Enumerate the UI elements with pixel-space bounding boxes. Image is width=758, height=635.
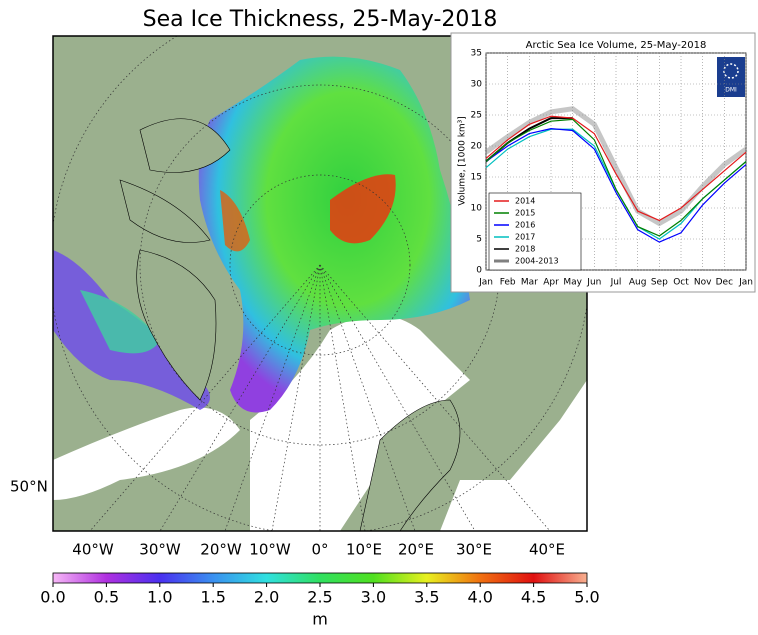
longitude-label: 10°E [346, 541, 382, 559]
colorbar-tick-label: 2.5 [307, 588, 332, 607]
colorbar-tick-label: 1.5 [200, 588, 225, 607]
x-tick-label: Apr [543, 278, 559, 288]
logo-text: DMI [725, 87, 737, 94]
colorbar-tick-label: 3.5 [414, 588, 439, 607]
y-tick-label: 25 [471, 111, 482, 121]
graticule [53, 36, 587, 531]
x-tick-label: Feb [500, 278, 516, 288]
thick-ice [220, 190, 250, 252]
longitude-label: 20°E [398, 541, 434, 559]
x-tick-label: Jun [586, 278, 601, 288]
longitude-label: 40°E [529, 541, 565, 559]
longitude-label: 0° [311, 541, 328, 559]
colorbar-tick-label: 0.0 [40, 588, 65, 607]
ocean [250, 315, 587, 531]
legend-label: 2017 [515, 233, 535, 242]
x-tick-label: May [563, 278, 582, 288]
x-tick-label: Oct [673, 278, 689, 288]
y-tick-label: 5 [476, 235, 482, 245]
legend-label: 2014 [515, 197, 535, 206]
land [119, 118, 231, 243]
map-title: Sea Ice Thickness, 25-May-2018 [143, 7, 498, 32]
y-tick-label: 0 [476, 266, 482, 276]
y-tick-label: 15 [471, 173, 482, 183]
x-tick-label: Aug [629, 278, 647, 288]
sea-ice [80, 290, 160, 354]
thick-ice [330, 174, 396, 244]
legend-label: 2016 [515, 221, 535, 230]
legend-label: 2004-2013 [515, 257, 559, 266]
legend-box [488, 192, 582, 271]
inset-title: Arctic Sea Ice Volume, 25-May-2018 [526, 40, 707, 51]
y-tick-label: 30 [471, 80, 483, 90]
colorbar-tick-label: 5.0 [574, 588, 599, 607]
x-tick-label: Mar [521, 278, 538, 288]
legend-label: 2015 [515, 209, 535, 218]
legend-label: 2018 [515, 245, 535, 254]
x-tick-label: Jan [738, 278, 753, 288]
x-tick-label: Dec [716, 278, 733, 288]
logo-mark [723, 63, 739, 79]
ocean [53, 407, 240, 500]
colorbar-tick-label: 2.0 [254, 588, 279, 607]
y-tick-label: 10 [471, 204, 483, 214]
colorbar-tick-label: 0.5 [94, 588, 119, 607]
x-tick-label: Nov [694, 278, 712, 288]
longitude-label: 10°W [249, 541, 291, 559]
y-axis-label: Volume, [1000 km³] [458, 116, 468, 206]
x-tick-label: Jul [610, 278, 622, 288]
y-tick-label: 35 [471, 49, 482, 59]
longitude-label: 20°W [200, 541, 242, 559]
longitude-label: 40°W [72, 541, 114, 559]
colorbar-tick-label: 4.0 [467, 588, 492, 607]
x-tick-label: Jan [478, 278, 493, 288]
greenland [136, 249, 217, 401]
colorbar-unit: m [312, 610, 328, 629]
x-tick-label: Sep [651, 278, 668, 288]
colorbar-tick-label: 1.0 [147, 588, 172, 607]
series-line [485, 115, 747, 222]
scandinavia [359, 399, 461, 531]
latitude-label: 50°N [10, 478, 48, 496]
series-line [485, 128, 747, 243]
longitude-label: 30°W [139, 541, 181, 559]
colorbar-tick-label: 4.5 [521, 588, 546, 607]
longitude-label: 30°E [456, 541, 492, 559]
series-line [484, 106, 748, 227]
series-line [485, 118, 747, 237]
colorbar [52, 572, 588, 584]
colorbar-tick-label: 3.0 [361, 588, 386, 607]
y-tick-label: 20 [471, 142, 483, 152]
